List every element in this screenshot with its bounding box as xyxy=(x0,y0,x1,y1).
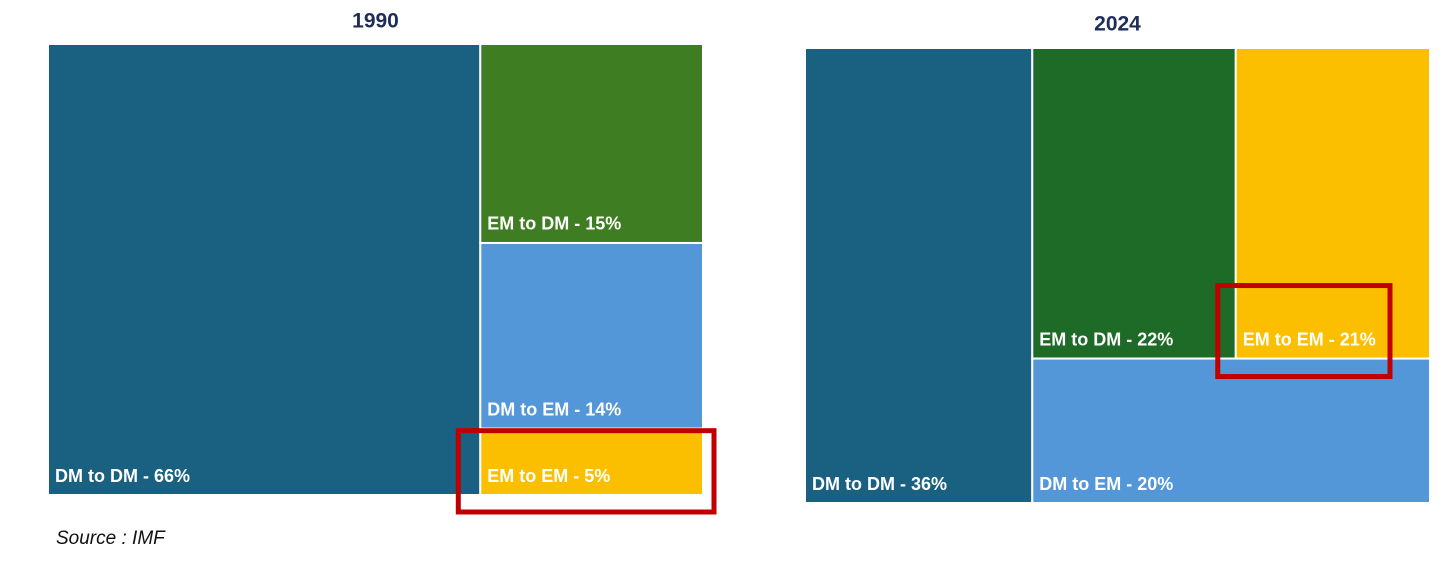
tile-label: EM to DM - 15% xyxy=(487,214,621,234)
treemap-tile xyxy=(1031,357,1431,504)
highlight-box xyxy=(1215,283,1393,380)
treemap-tile xyxy=(1031,47,1237,360)
tile-label: EM to EM - 21% xyxy=(1243,329,1376,349)
tile-label: DM to DM - 66% xyxy=(55,466,190,486)
treemap-tile xyxy=(479,43,704,244)
tile-label: DM to EM - 14% xyxy=(487,399,621,419)
source-note: Source : IMF xyxy=(56,528,166,549)
treemap-tile xyxy=(1234,47,1432,360)
treemap-tile xyxy=(479,241,704,430)
treemap-tile xyxy=(47,43,482,496)
treemap-tile xyxy=(804,47,1034,504)
tile-label: EM to DM - 22% xyxy=(1039,329,1173,349)
tile-label: EM to EM - 5% xyxy=(487,466,610,486)
tile-label: DM to EM - 20% xyxy=(1039,474,1173,494)
tile-label: DM to DM - 36% xyxy=(812,474,947,494)
highlight-box xyxy=(455,428,717,515)
chart-title: 1990 xyxy=(352,10,399,33)
chart-title: 2024 xyxy=(1094,13,1141,36)
